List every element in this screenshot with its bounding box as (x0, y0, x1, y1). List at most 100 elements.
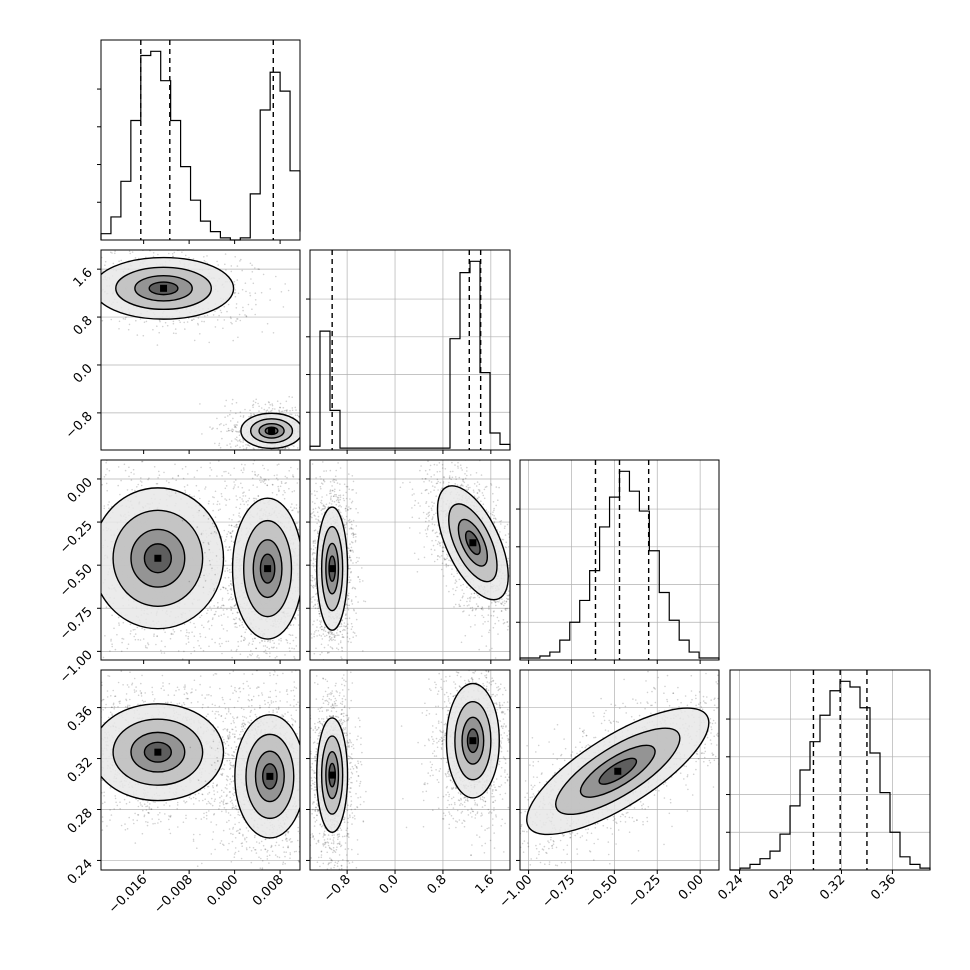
sample-point (256, 452, 258, 454)
sample-point (222, 586, 225, 589)
sample-point (302, 557, 304, 559)
sample-point (196, 526, 198, 528)
sample-point (70, 324, 72, 326)
sample-point (102, 270, 104, 273)
sample-point (208, 548, 211, 551)
sample-point (96, 572, 98, 574)
sample-point (91, 553, 93, 555)
sample-point (218, 643, 221, 645)
hist-1-steps (100, 50, 301, 241)
sample-point (239, 653, 242, 655)
sample-point (340, 661, 342, 663)
sample-point (124, 318, 126, 320)
sample-point (296, 482, 299, 484)
sample-point (311, 433, 313, 435)
sample-point (287, 665, 289, 667)
sample-point (250, 412, 252, 415)
sample-point (321, 422, 323, 424)
sample-point (98, 578, 100, 580)
sample-point (198, 509, 200, 512)
sample-point (68, 510, 70, 512)
sample-point (232, 530, 234, 532)
sample-point (230, 440, 233, 442)
sample-point (216, 475, 218, 477)
sample-point (284, 482, 287, 485)
sample-point (322, 414, 324, 416)
sample-point (210, 469, 213, 471)
sample-point (81, 305, 83, 307)
sample-point (230, 589, 233, 591)
sample-point (218, 615, 220, 617)
sample-point (81, 445, 83, 447)
sample-point (156, 482, 159, 485)
sample-point (306, 507, 308, 509)
sample-point (117, 484, 119, 487)
sample-point (99, 594, 101, 596)
sample-point (272, 332, 275, 334)
sample-point (235, 303, 238, 305)
sample-point (142, 638, 145, 640)
sample-point (352, 528, 354, 530)
sample-point (156, 635, 158, 637)
sample-point (252, 447, 255, 450)
sample-point (85, 637, 87, 639)
sample-point (230, 248, 232, 250)
sample-point (141, 460, 143, 463)
sample-point (218, 245, 220, 247)
sample-point (224, 263, 226, 266)
sample-point (255, 398, 257, 401)
sample-point (203, 255, 205, 258)
sample-point (222, 565, 224, 567)
sample-point (290, 453, 292, 455)
sample-point (242, 441, 244, 443)
sample-point (120, 650, 123, 653)
sample-point (237, 431, 239, 433)
sample-point (236, 626, 238, 629)
sample-point (328, 639, 331, 642)
sample-point (311, 482, 313, 484)
sample-point (131, 488, 133, 491)
sample-point (237, 645, 240, 648)
sample-point (227, 549, 230, 551)
sample-point (230, 524, 233, 527)
sample-point (306, 430, 308, 432)
sample-point (320, 625, 323, 628)
sample-point (270, 646, 273, 649)
sample-point (88, 519, 90, 521)
hist-4-grid (739, 670, 893, 870)
sample-point (316, 497, 318, 500)
sample-point (203, 514, 205, 517)
sample-point (259, 662, 261, 664)
sample-point (251, 271, 254, 273)
sample-point (119, 493, 121, 496)
sample-point (235, 506, 237, 509)
sample-point (191, 631, 193, 633)
sample-point (258, 268, 261, 271)
sample-point (338, 489, 341, 492)
sample-point (286, 639, 288, 642)
sample-point (301, 581, 303, 583)
sample-point (132, 629, 135, 631)
sample-point (75, 469, 77, 471)
sample-point (229, 316, 232, 318)
sample-point (66, 576, 68, 578)
sample-point (124, 236, 126, 238)
sample-point (291, 407, 294, 409)
sample-point (234, 295, 237, 298)
sample-point (236, 498, 238, 501)
sample-point (355, 612, 357, 614)
sample-point (225, 269, 227, 271)
sample-point (238, 440, 241, 442)
sample-point (313, 523, 315, 525)
sample-point (329, 631, 332, 633)
sample-point (303, 406, 305, 408)
sample-point (119, 665, 121, 667)
sample-point (212, 617, 214, 619)
sample-point (355, 618, 358, 621)
sample-point (136, 437, 138, 439)
sample-point (315, 518, 317, 520)
sample-point (182, 477, 185, 480)
sample-point (230, 446, 232, 448)
sample-point (304, 600, 306, 602)
sample-point (218, 460, 220, 462)
